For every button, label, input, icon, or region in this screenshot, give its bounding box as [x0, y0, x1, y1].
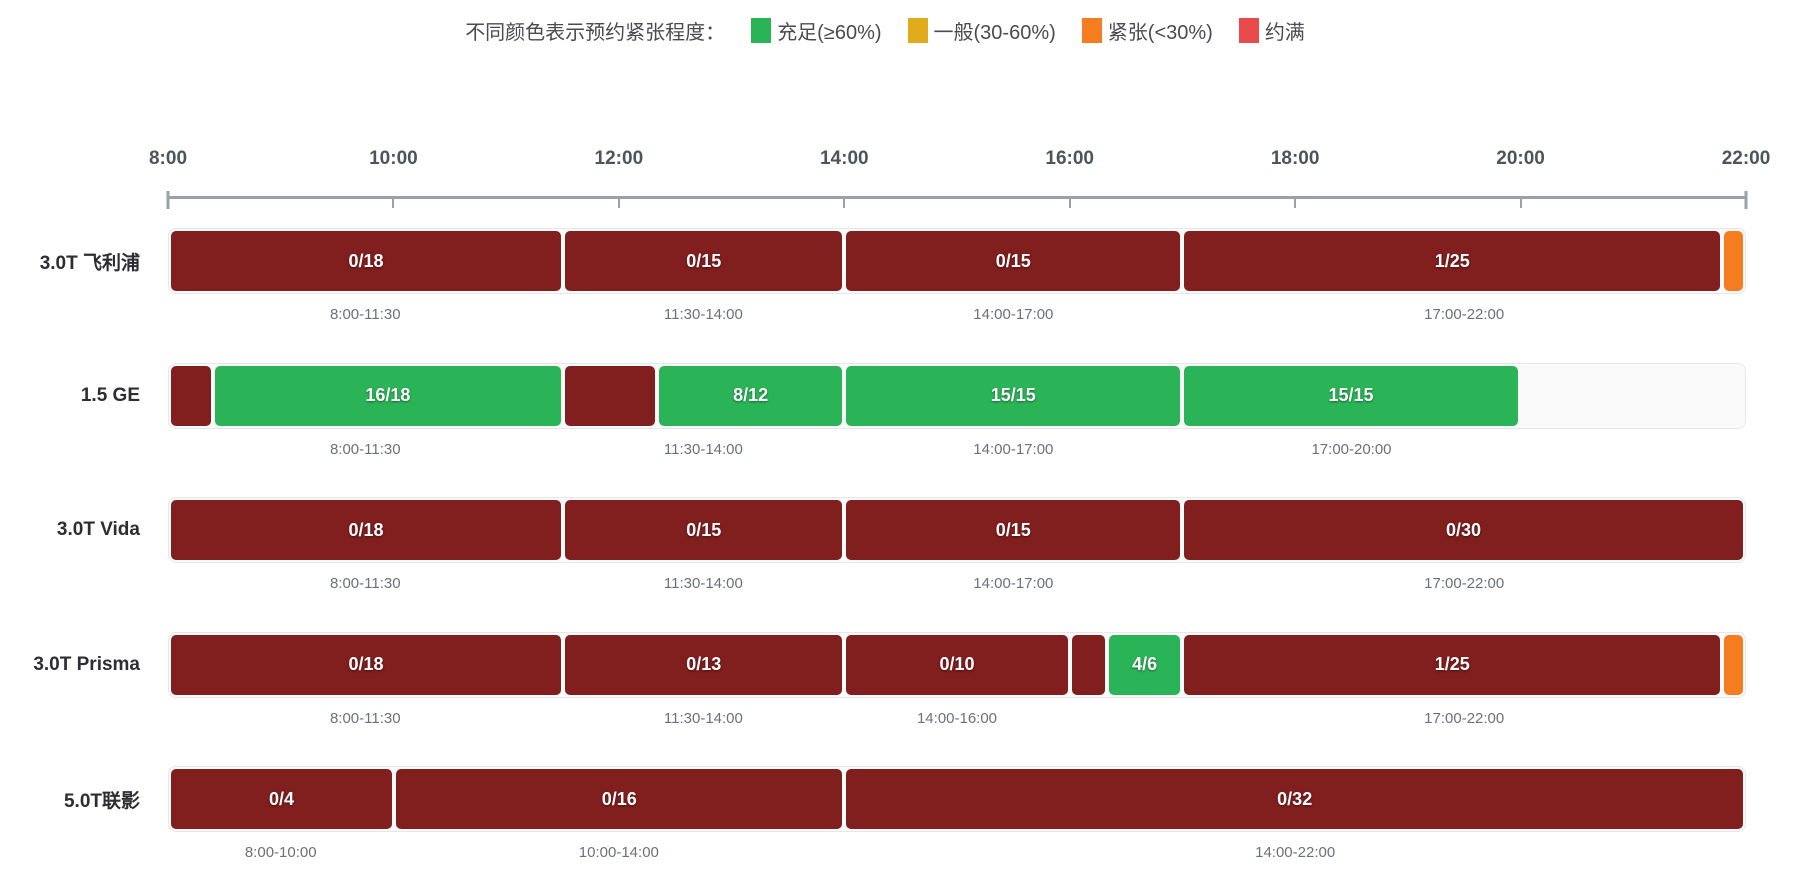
- slot-range-label: 8:00-11:30: [329, 575, 401, 592]
- axis-tick: [392, 196, 395, 208]
- axis-tick: [617, 196, 620, 208]
- slot-block-booked[interactable]: [396, 769, 843, 829]
- slot-range-label: 14:00-17:00: [973, 440, 1054, 458]
- axis-tick-label: 16:00: [1045, 148, 1095, 169]
- machine-label: 1.5 GE: [80, 384, 140, 406]
- axis-tick-label: 20:00: [1496, 148, 1545, 169]
- slot-block-booked[interactable]: [171, 365, 211, 426]
- axis-tick: [843, 196, 846, 208]
- slot-range-label: 8:00-10:00: [244, 844, 317, 861]
- axis-tick: [1294, 196, 1297, 208]
- legend-item: 紧张(<30%): [1081, 16, 1213, 45]
- slot-block-booked[interactable]: [1071, 634, 1106, 695]
- slot-block-booked[interactable]: [1184, 500, 1743, 560]
- slot-range-label: 10:00-14:00: [578, 844, 659, 861]
- slot-range-label: 17:00-22:00: [1424, 575, 1505, 592]
- legend-swatch-icon: [1238, 18, 1259, 43]
- legend-item: 一般(30-60%): [907, 16, 1056, 45]
- axis-tick: [1519, 196, 1522, 208]
- legend: 不同颜色表示预约紧张程度： 充足(≥60%) 一般(30-60%) 紧张(<30%)…: [0, 16, 1770, 45]
- slot-range-label: 8:00-11:30: [329, 709, 401, 727]
- row-track: 0/18 0/15 0/15 1/25: [168, 228, 1746, 294]
- slot-range-label: 17:00-22:00: [1424, 709, 1505, 727]
- axis-tick: [166, 191, 170, 209]
- slot-block-available[interactable]: [1724, 231, 1743, 291]
- slot-block-booked[interactable]: [565, 365, 655, 426]
- axis-tick: [1744, 191, 1748, 209]
- time-axis: 8:00 10:00 12:00 14:00 16:00 18:00 20:00 22:00: [149, 0, 1770, 230]
- slot-block-available[interactable]: [1184, 365, 1518, 426]
- slot-block-booked[interactable]: [171, 769, 393, 829]
- slot-range-label: 14:00-22:00: [1255, 844, 1336, 861]
- slot-block-booked[interactable]: [565, 500, 843, 560]
- legend-swatch-icon: [1081, 18, 1102, 43]
- slot-range-label: 11:30-14:00: [663, 709, 743, 727]
- legend-item: 约满: [1238, 16, 1305, 45]
- slot-block-available[interactable]: [1724, 634, 1743, 695]
- axis-tick-label: 14:00: [819, 148, 869, 169]
- axis-tick-label: 12:00: [594, 148, 644, 169]
- slot-block-booked[interactable]: [171, 231, 561, 291]
- slot-range-label: 8:00-11:30: [329, 306, 401, 323]
- slot-range-label: 11:30-14:00: [663, 306, 743, 323]
- slot-block-booked[interactable]: [846, 769, 1743, 829]
- legend-title: 不同颜色表示预约紧张程度：: [465, 22, 726, 44]
- row-track: 16/18 8/12 15/15 15/15: [168, 362, 1746, 429]
- legend-swatch-icon: [751, 18, 772, 43]
- slot-block-booked[interactable]: [565, 231, 843, 291]
- row-track: 0/18 0/15 0/15 0/30: [168, 497, 1746, 563]
- machine-label: 3.0T 飞利浦: [39, 252, 140, 274]
- legend-swatch-icon: [907, 18, 928, 43]
- row-track: 0/18 0/13 0/10 4/6 1/25: [168, 631, 1746, 698]
- axis-tick-label: 8:00: [148, 148, 188, 169]
- machine-label: 3.0T Vida: [56, 519, 140, 540]
- slot-range-label: 11:30-14:00: [663, 440, 743, 458]
- slot-range-label: 17:00-22:00: [1424, 306, 1505, 323]
- legend-label: 充足(≥60%): [777, 22, 882, 44]
- slot-block-available[interactable]: [658, 365, 843, 426]
- slot-block-booked[interactable]: [565, 634, 843, 695]
- slot-block-booked[interactable]: [171, 634, 561, 695]
- legend-label: 一般(30-60%): [933, 22, 1056, 44]
- legend-item: 充足(≥60%): [751, 16, 882, 45]
- axis-tick-label: 18:00: [1270, 148, 1320, 169]
- slot-block-booked[interactable]: [846, 634, 1068, 695]
- slot-range-label: 11:30-14:00: [663, 575, 743, 592]
- axis-tick-label: 10:00: [369, 148, 418, 169]
- slot-block-booked[interactable]: [1184, 231, 1721, 291]
- slot-block-booked[interactable]: [171, 500, 561, 560]
- slot-block-available[interactable]: [1109, 634, 1181, 695]
- axis-tick-label: 22:00: [1721, 148, 1771, 169]
- machine-label: 3.0T Prisma: [33, 653, 140, 675]
- legend-label: 紧张(<30%): [1107, 22, 1213, 44]
- row-track: 0/4 0/16 0/32: [168, 766, 1746, 832]
- slot-block-booked[interactable]: [846, 231, 1181, 291]
- slot-block-available[interactable]: [214, 365, 561, 426]
- slot-range-label: 14:00-17:00: [973, 306, 1054, 323]
- slot-block-booked[interactable]: [846, 500, 1181, 560]
- axis-tick: [1068, 196, 1071, 208]
- slot-range-label: 14:00-16:00: [916, 709, 998, 727]
- slot-block-available[interactable]: [846, 365, 1181, 426]
- machine-label: 5.0T联影: [63, 790, 140, 812]
- slot-block-booked[interactable]: [1184, 634, 1721, 695]
- slot-range-label: 8:00-11:30: [329, 440, 401, 458]
- slot-range-label: 14:00-17:00: [973, 575, 1054, 592]
- axis-line: [168, 196, 1746, 199]
- slot-range-label: 17:00-20:00: [1311, 440, 1392, 458]
- legend-label: 约满: [1264, 22, 1305, 44]
